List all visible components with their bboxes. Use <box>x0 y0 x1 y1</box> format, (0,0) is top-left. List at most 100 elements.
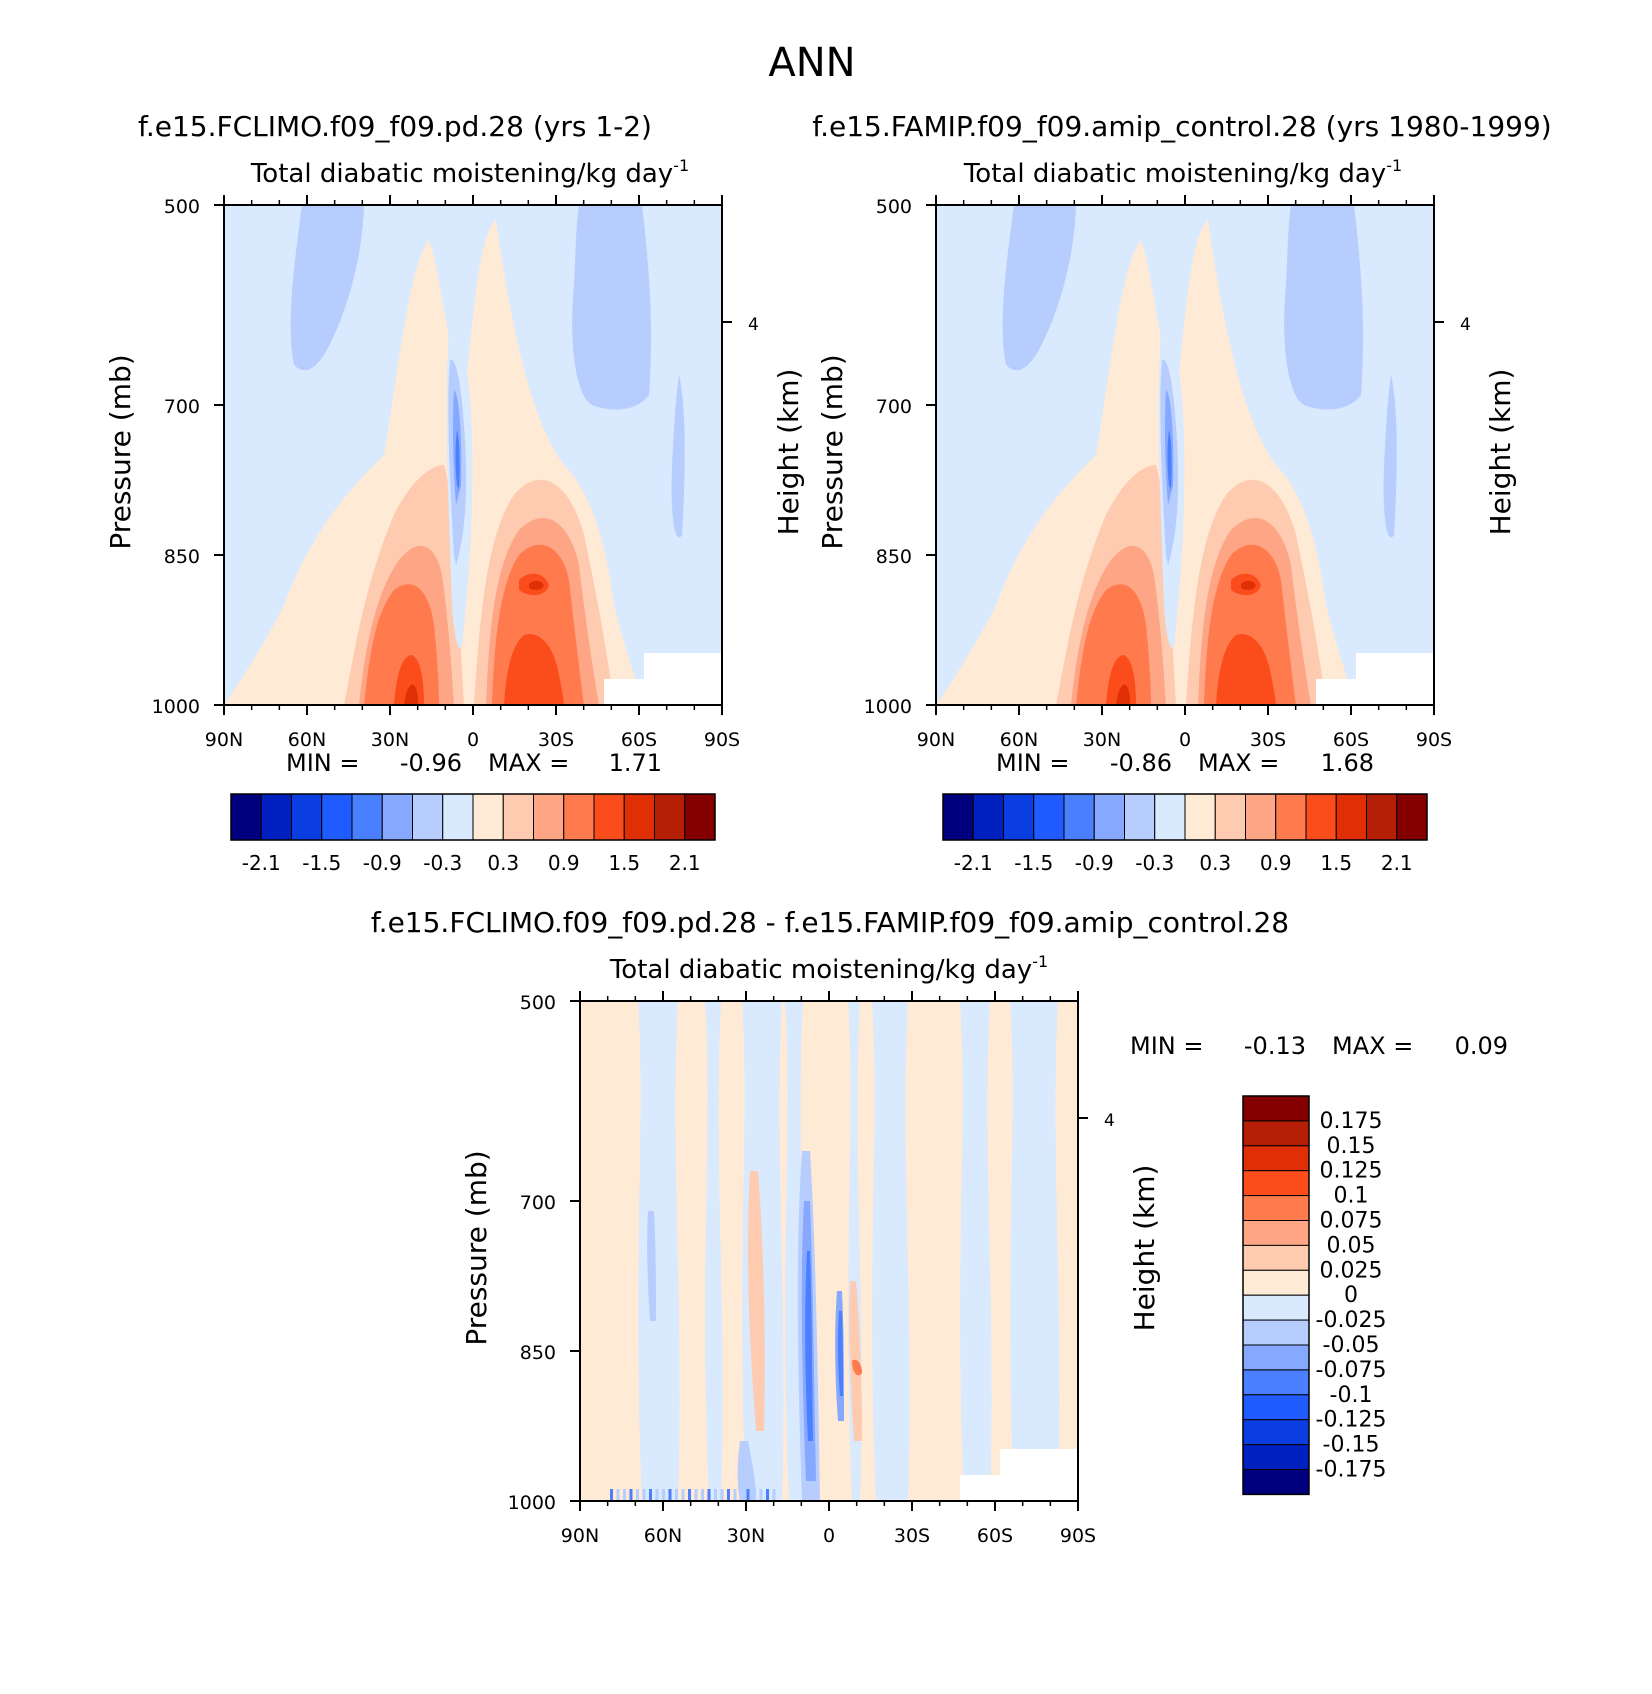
negative-core <box>455 430 460 490</box>
colorbar-box <box>623 793 655 841</box>
x-tick-label: 90S <box>1416 729 1452 751</box>
colorbar-label: -0.3 <box>423 851 462 875</box>
colorbar-box <box>502 793 534 841</box>
y-tick-label: 1000 <box>508 1492 556 1514</box>
colorbar-label: -0.075 <box>1316 1358 1387 1383</box>
negative-band <box>960 1001 992 1501</box>
surface-speckle <box>610 1489 613 1501</box>
colorbar-box <box>1003 793 1035 841</box>
colorbar-box <box>1242 1469 1310 1495</box>
colorbar-label: -0.025 <box>1316 1308 1387 1333</box>
x-tick-label: 30S <box>1250 729 1286 751</box>
y-tick-label: 850 <box>164 546 200 568</box>
colorbar-box <box>472 793 504 841</box>
plot-title-main: Total diabatic moistening/kg day <box>609 955 1032 985</box>
y-axis-label: Pressure (mb) <box>816 354 849 549</box>
positive-band <box>747 1171 765 1431</box>
plot-title: Total diabatic moistening/kg day-1 <box>963 156 1402 189</box>
y-tick-label: 850 <box>876 546 912 568</box>
colorbar-box <box>1184 793 1216 841</box>
colorbar-box <box>230 793 262 841</box>
positive-core <box>1116 684 1130 705</box>
surface-speckle <box>694 1489 698 1501</box>
positive-core <box>504 634 564 705</box>
colorbar-box <box>351 793 383 841</box>
colorbar-box <box>1366 793 1398 841</box>
y-tick-label: 700 <box>164 396 200 418</box>
colorbar-label: -0.175 <box>1316 1458 1387 1483</box>
surface-speckle <box>759 1489 763 1501</box>
surface-speckle <box>623 1489 626 1501</box>
min-value: -0.13 <box>1244 1032 1306 1060</box>
colorbar-box <box>1124 793 1156 841</box>
colorbar-label: 0.3 <box>487 851 519 875</box>
y-tick-label: 500 <box>876 196 912 218</box>
colorbar-label: -2.1 <box>242 851 281 875</box>
surface-speckle <box>629 1489 633 1501</box>
panel-test: f.e15.FCLIMO.f09_f09.pd.28 (yrs 1-2) Tot… <box>104 110 805 875</box>
y-right-tick-label: 4 <box>1460 315 1471 335</box>
colorbar-box <box>291 793 323 841</box>
min-label: MIN = <box>286 749 359 777</box>
min-label: MIN = <box>996 749 1069 777</box>
surface-speckle <box>636 1489 639 1501</box>
colorbar-box <box>1242 1220 1310 1246</box>
positive-core <box>404 684 418 705</box>
x-tick-label: 0 <box>1179 729 1191 751</box>
colorbar-box <box>684 793 716 841</box>
colorbar-box <box>1154 793 1186 841</box>
colorbar-box <box>1242 1294 1310 1321</box>
negative-core <box>837 1311 843 1396</box>
x-tick-label: 90N <box>205 729 243 751</box>
y-tick-label: 500 <box>164 196 200 218</box>
panel-diff: f.e15.FCLIMO.f09_f09.pd.28 - f.e15.FAMIP… <box>371 906 1508 1547</box>
colorbar-box <box>1242 1095 1310 1122</box>
negative-band <box>647 1211 656 1321</box>
x-tick-label: 30S <box>894 1525 930 1547</box>
y-tick-label: 1000 <box>864 696 912 718</box>
x-tick-label: 60S <box>621 729 657 751</box>
colorbar-box <box>942 793 974 841</box>
colorbar-box <box>1242 1195 1310 1221</box>
negative-band <box>737 1441 756 1501</box>
colorbar-box <box>260 793 292 841</box>
negative-core <box>1167 430 1172 490</box>
surface-speckle <box>662 1489 665 1501</box>
plot-title: Total diabatic moistening/kg day-1 <box>609 952 1048 985</box>
colorbar-box <box>1242 1444 1310 1471</box>
colorbar-label: 0.125 <box>1320 1159 1383 1184</box>
max-label: MAX = <box>488 749 569 777</box>
surface-speckle <box>714 1489 717 1501</box>
colorbar-box <box>321 793 353 841</box>
x-tick-label: 30N <box>727 1525 765 1547</box>
max-value: 1.71 <box>609 749 662 777</box>
colorbar-label: 2.1 <box>669 851 701 875</box>
x-tick-label: 30N <box>371 729 409 751</box>
x-tick-label: 0 <box>823 1525 835 1547</box>
colorbar-label: -1.5 <box>1014 851 1053 875</box>
surface-speckle <box>616 1489 620 1501</box>
surface-speckle <box>675 1489 678 1501</box>
colorbar-box <box>1063 793 1095 841</box>
case-title: f.e15.FAMIP.f09_f09.amip_control.28 (yrs… <box>812 110 1551 143</box>
negative-region <box>1002 205 1076 371</box>
surface-speckle <box>688 1489 691 1501</box>
colorbar-label: 0.05 <box>1327 1233 1376 1258</box>
y-tick-label: 1000 <box>152 696 200 718</box>
colorbar-label: -0.125 <box>1316 1408 1387 1433</box>
colorbar-box <box>1242 1120 1310 1147</box>
plot-title-main: Total diabatic moistening/kg day <box>250 159 673 189</box>
colorbar-label: 0.1 <box>1334 1184 1369 1209</box>
y-axis-right-label: Height (km) <box>772 369 805 536</box>
surface-speckle <box>701 1489 704 1501</box>
colorbar-box <box>381 793 413 841</box>
positive-core <box>852 1359 862 1376</box>
x-tick-label: 90S <box>1060 1525 1096 1547</box>
colorbar-label: 0.075 <box>1320 1209 1383 1234</box>
colorbar-box <box>1093 793 1125 841</box>
page-title: ANN <box>768 40 855 86</box>
negative-region <box>1284 205 1364 410</box>
colorbar-frame <box>1242 1095 1310 1496</box>
colorbar-label: 0.3 <box>1199 851 1231 875</box>
